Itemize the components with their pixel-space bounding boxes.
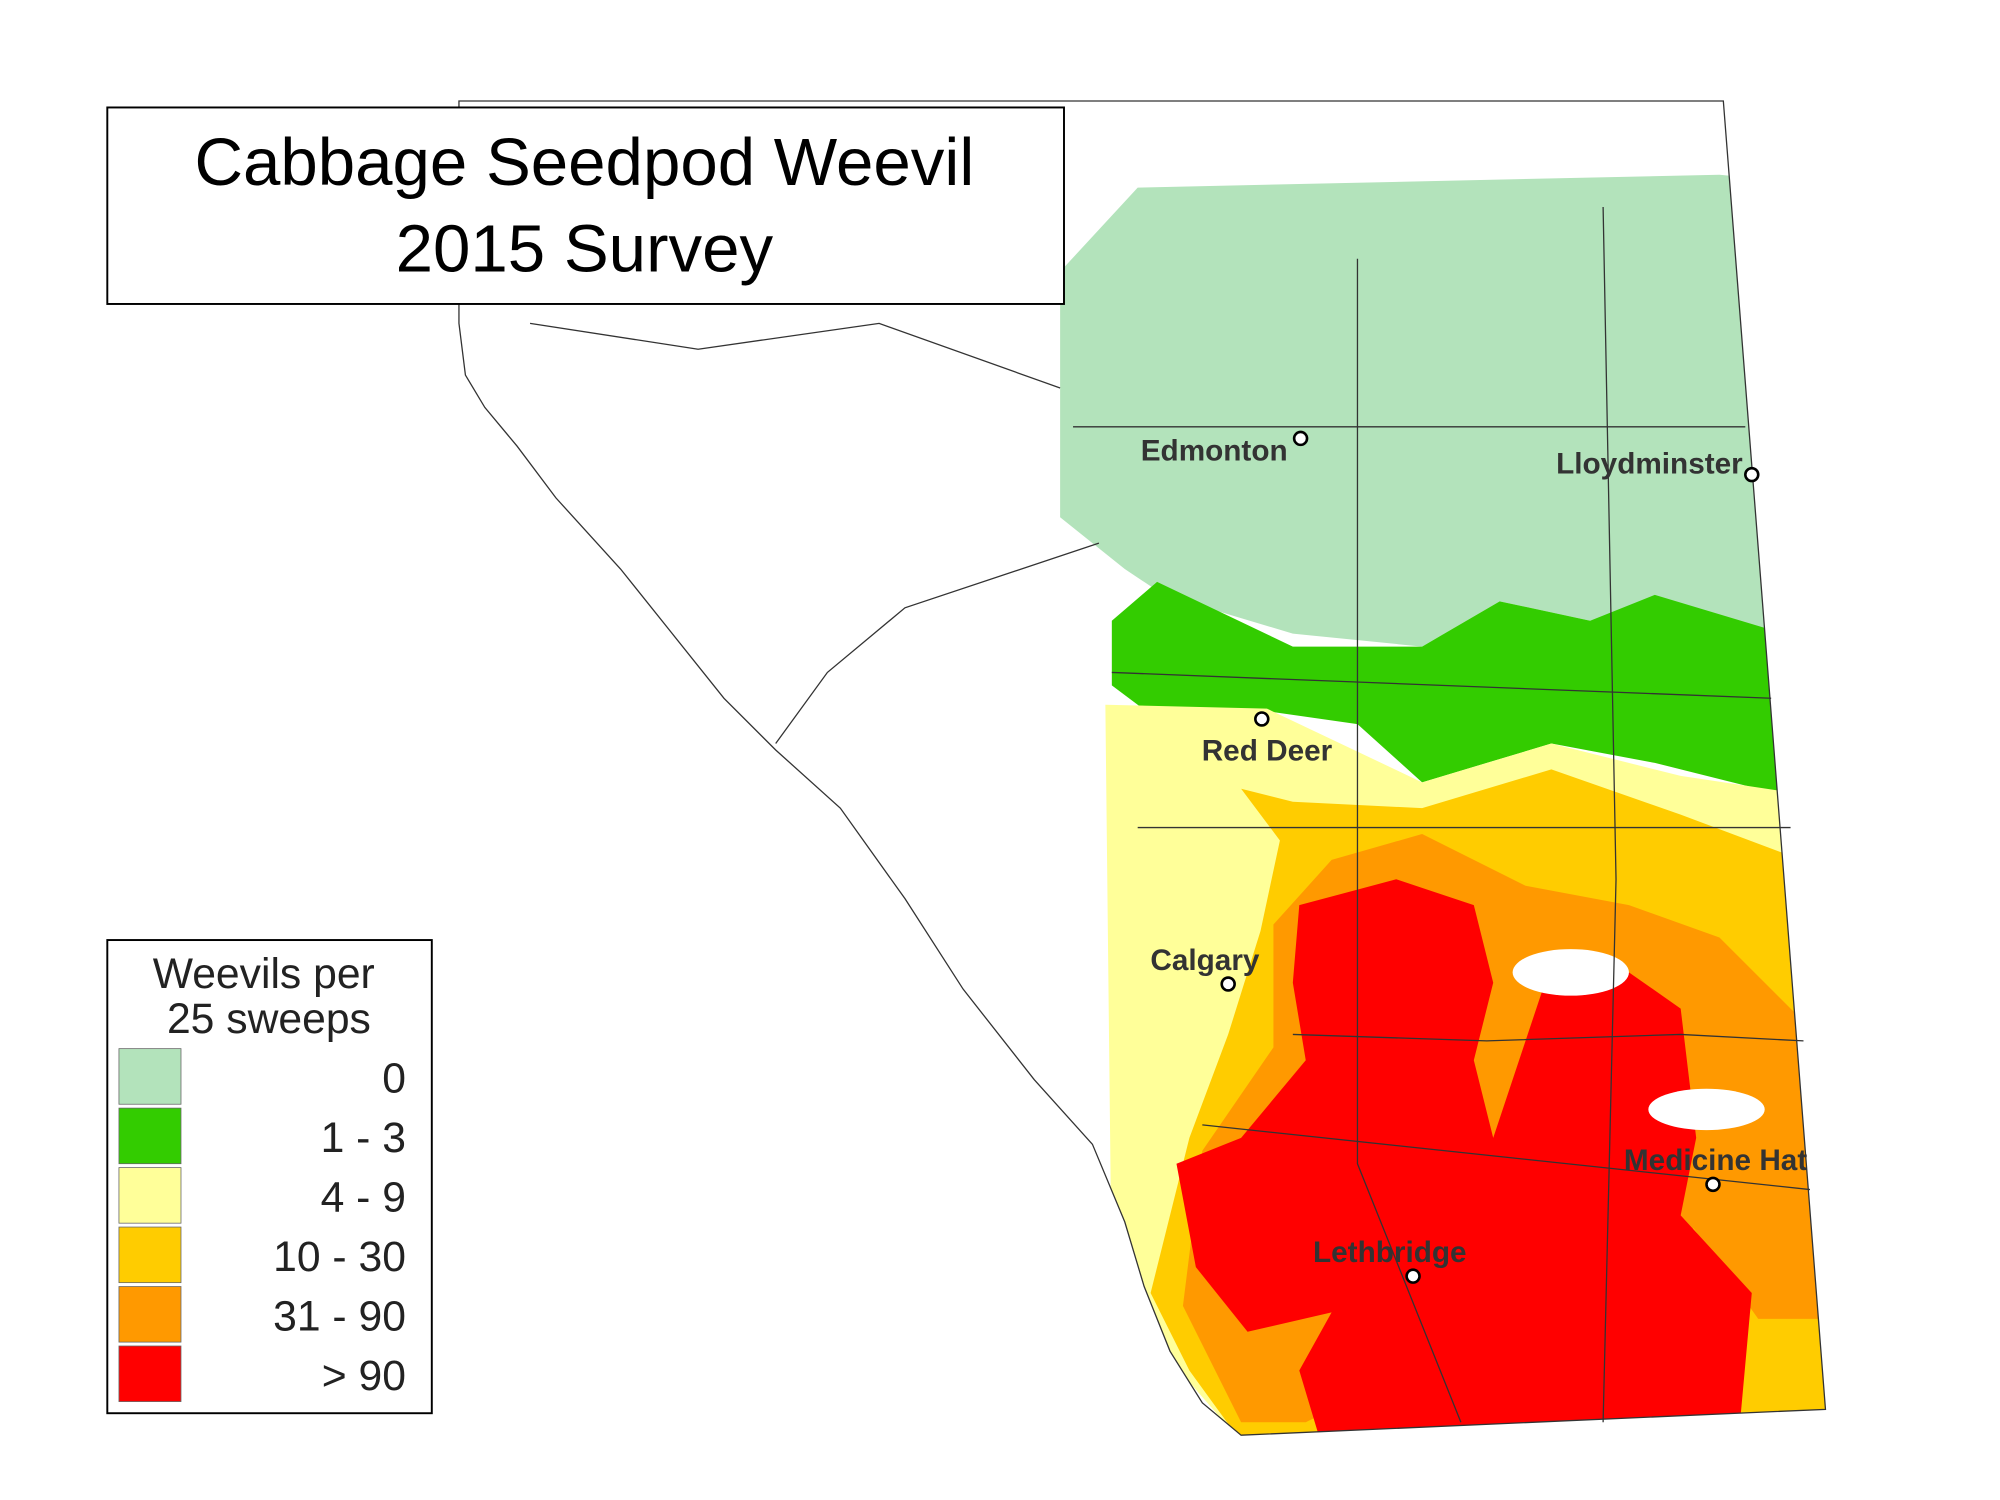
city-label: Edmonton bbox=[1141, 434, 1288, 467]
city-label: Lethbridge bbox=[1313, 1236, 1467, 1269]
city-marker bbox=[1254, 711, 1270, 727]
zone-severe bbox=[1176, 879, 1752, 1436]
title-line: Cabbage Seedpod Weevil bbox=[194, 125, 974, 200]
legend-label: 10 - 30 bbox=[273, 1233, 406, 1281]
legend-title: 25 sweeps bbox=[167, 995, 371, 1043]
city-label: Red Deer bbox=[1202, 734, 1333, 767]
county-line bbox=[1356, 258, 1462, 1423]
title-box: Cabbage Seedpod Weevil 2015 Survey bbox=[106, 106, 1065, 305]
title-line: 2015 Survey bbox=[396, 212, 774, 287]
legend-label: 1 - 3 bbox=[321, 1114, 406, 1162]
title-frame bbox=[106, 106, 1065, 305]
province-outline bbox=[458, 100, 1827, 1436]
legend-swatch bbox=[118, 1286, 182, 1343]
cities: Edmonton Lloydminster Red Deer Calgary M… bbox=[1141, 430, 1807, 1284]
zone-none bbox=[1060, 174, 1785, 673]
legend-swatch bbox=[118, 1167, 182, 1224]
county-line bbox=[1602, 207, 1617, 1423]
no-data bbox=[1648, 1088, 1765, 1131]
legend-label: 4 - 9 bbox=[321, 1174, 406, 1222]
city-marker bbox=[1405, 1268, 1421, 1284]
city-marker bbox=[1220, 976, 1236, 992]
county-line bbox=[1111, 671, 1772, 699]
city-label: Lloydminster bbox=[1556, 447, 1743, 480]
legend-label: 0 bbox=[382, 1055, 406, 1103]
legend-label: > 90 bbox=[322, 1352, 406, 1400]
legend-swatch bbox=[118, 1226, 182, 1284]
legend-label: 31 - 90 bbox=[273, 1292, 406, 1340]
legend-title: Weevils per bbox=[153, 950, 375, 998]
legend-swatch bbox=[118, 1107, 182, 1165]
no-data bbox=[1512, 949, 1629, 996]
legend-swatch bbox=[118, 1048, 182, 1105]
legend-swatch bbox=[118, 1345, 182, 1402]
boundaries bbox=[458, 100, 1827, 1436]
city-marker bbox=[1705, 1176, 1721, 1193]
zones bbox=[1060, 174, 1826, 1436]
county-line bbox=[529, 322, 1061, 389]
city-label: Calgary bbox=[1150, 944, 1259, 977]
city-marker bbox=[1744, 466, 1760, 483]
zone-low bbox=[1111, 581, 1785, 796]
city-marker bbox=[1292, 430, 1309, 447]
city-label: Medicine Hat bbox=[1624, 1144, 1807, 1177]
legend: Weevils per 25 sweeps 0 1 - 3 4 - 9 10 - 30… bbox=[106, 939, 433, 1415]
county-line bbox=[775, 542, 1100, 744]
county-line bbox=[1292, 1033, 1804, 1042]
